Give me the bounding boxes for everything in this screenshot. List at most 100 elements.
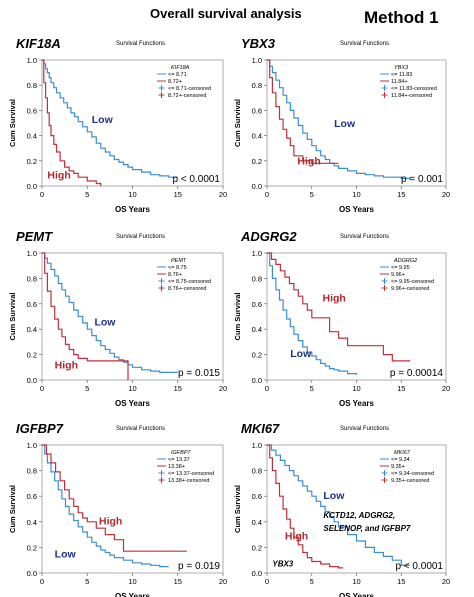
gene-title: YBX3 xyxy=(241,36,276,51)
x-axis-label: OS Years xyxy=(115,205,151,214)
legend-label: <= 8.71 xyxy=(168,72,187,78)
km-curve-high xyxy=(42,444,187,552)
legend-label: 8.72+-censored xyxy=(168,93,206,99)
x-tick-label: 0 xyxy=(40,190,44,199)
x-tick-label: 5 xyxy=(310,384,314,393)
y-tick-label: 1.0 xyxy=(27,441,37,450)
annotation-high: High xyxy=(55,360,78,372)
gene-title: IGFBP7 xyxy=(16,421,64,436)
annotation-low: Low xyxy=(94,316,116,328)
x-tick-label: 15 xyxy=(174,384,182,393)
legend-label: 9.96+-censored xyxy=(391,286,429,292)
legend-label: 11.84+-censored xyxy=(391,93,432,99)
y-tick-label: 0.2 xyxy=(27,351,37,360)
x-tick-label: 0 xyxy=(265,577,269,586)
legend-label: 9.35+-censored xyxy=(391,478,429,484)
gene-title: ADGRG2 xyxy=(240,229,297,244)
panel-subtitle: Survival Functions xyxy=(116,426,165,432)
x-tick-label: 0 xyxy=(40,577,44,586)
y-tick-label: 1.0 xyxy=(252,56,262,65)
annotation-note: KCTD12, ADGRG2, xyxy=(323,511,395,520)
y-tick-label: 0.6 xyxy=(27,300,37,309)
y-tick-label: 0.4 xyxy=(27,325,37,334)
legend-label: 13.38+-censored xyxy=(168,478,209,484)
legend-label: <= 9.34 xyxy=(391,457,410,463)
y-tick-label: 0.4 xyxy=(252,518,262,527)
y-tick-label: 0.8 xyxy=(252,274,262,283)
p-value: p = 0.015 xyxy=(178,368,220,379)
x-tick-label: 5 xyxy=(85,384,89,393)
km-panel-ybx3: YBX3 Survival Functions 0.0 0.2 0.4 0.6 0.8 1.0… xyxy=(233,36,450,214)
legend-label: 8.76+-censored xyxy=(168,286,206,292)
x-tick-label: 0 xyxy=(40,384,44,393)
gene-title: MKI67 xyxy=(241,421,280,436)
km-curve-low xyxy=(267,444,411,566)
y-tick-label: 1.0 xyxy=(27,56,37,65)
p-value: p = 0.019 xyxy=(178,561,220,572)
x-tick-label: 10 xyxy=(128,190,136,199)
y-tick-label: 0.0 xyxy=(27,569,37,578)
legend-label: 9.96+ xyxy=(391,272,405,278)
y-tick-label: 0.8 xyxy=(252,81,262,90)
km-curve-low xyxy=(42,252,178,373)
y-axis-label: Cum Survival xyxy=(8,99,17,147)
y-tick-label: 0.2 xyxy=(27,543,37,552)
legend-label: 8.72+ xyxy=(168,79,182,85)
x-axis-label: OS Years xyxy=(115,592,151,597)
legend-label: <= 9.95-censored xyxy=(391,279,434,285)
x-tick-label: 5 xyxy=(310,577,314,586)
km-panel-pemt: PEMT Survival Functions 0.0 0.2 0.4 0.6 0.8 1.0… xyxy=(8,229,227,408)
x-tick-label: 15 xyxy=(174,190,182,199)
legend-label: <= 8.75-censored xyxy=(168,279,211,285)
method-label: Method 1 xyxy=(364,8,439,27)
x-tick-label: 10 xyxy=(128,384,136,393)
km-curve-high xyxy=(267,444,344,569)
plot-frame xyxy=(266,444,447,574)
x-tick-label: 5 xyxy=(85,190,89,199)
km-curve-low xyxy=(267,59,411,180)
legend-label: <= 9.95 xyxy=(391,265,410,271)
y-axis-label: Cum Survival xyxy=(8,293,17,341)
km-curve-low xyxy=(42,59,178,178)
legend-title: MKI67 xyxy=(394,450,411,456)
x-tick-label: 20 xyxy=(442,190,450,199)
y-tick-label: 0.0 xyxy=(252,569,262,578)
y-tick-label: 0.8 xyxy=(27,274,37,283)
p-value: p < 0.0001 xyxy=(172,174,220,185)
panel-subtitle: Survival Functions xyxy=(116,234,165,240)
p-value: p < 0.0001 xyxy=(395,561,443,572)
annotation-high: High xyxy=(99,515,122,527)
km-curve-low xyxy=(267,252,358,375)
p-value: p = 0.00014 xyxy=(390,368,444,379)
y-tick-label: 1.0 xyxy=(252,249,262,258)
panel-subtitle: Survival Functions xyxy=(340,41,389,47)
panel-subtitle: Survival Functions xyxy=(116,41,165,47)
annotation-low: Low xyxy=(334,118,356,130)
legend-label: <= 13.37-censored xyxy=(168,471,214,477)
y-tick-label: 0.0 xyxy=(252,182,262,191)
panel-subtitle: Survival Functions xyxy=(340,234,389,240)
km-curve-low xyxy=(42,444,169,568)
legend-title: KIF18A xyxy=(171,65,190,71)
gene-title: KIF18A xyxy=(16,36,61,51)
y-tick-label: 0.8 xyxy=(27,81,37,90)
annotation-low: Low xyxy=(323,490,345,502)
y-tick-label: 0.8 xyxy=(27,467,37,476)
x-axis-label: OS Years xyxy=(339,399,375,408)
y-tick-label: 0.6 xyxy=(27,492,37,501)
y-axis-label: Cum Survival xyxy=(8,485,17,533)
y-tick-label: 0.0 xyxy=(27,182,37,191)
legend-label: <= 8.71-censored xyxy=(168,86,211,92)
x-tick-label: 15 xyxy=(174,577,182,586)
y-tick-label: 0.6 xyxy=(252,300,262,309)
y-tick-label: 0.2 xyxy=(252,543,262,552)
plot-frame xyxy=(266,252,447,381)
x-tick-label: 0 xyxy=(265,190,269,199)
legend-label: <= 11.83-censored xyxy=(391,86,437,92)
km-curve-high xyxy=(267,252,411,362)
x-tick-label: 10 xyxy=(352,190,360,199)
km-panel-adgrg2: ADGRG2 Survival Functions 0.0 0.2 0.4 0.6 0.8 1… xyxy=(233,229,450,408)
y-tick-label: 0.2 xyxy=(252,157,262,166)
km-curve-high xyxy=(42,252,129,380)
legend-label: 11.84+ xyxy=(391,79,408,85)
